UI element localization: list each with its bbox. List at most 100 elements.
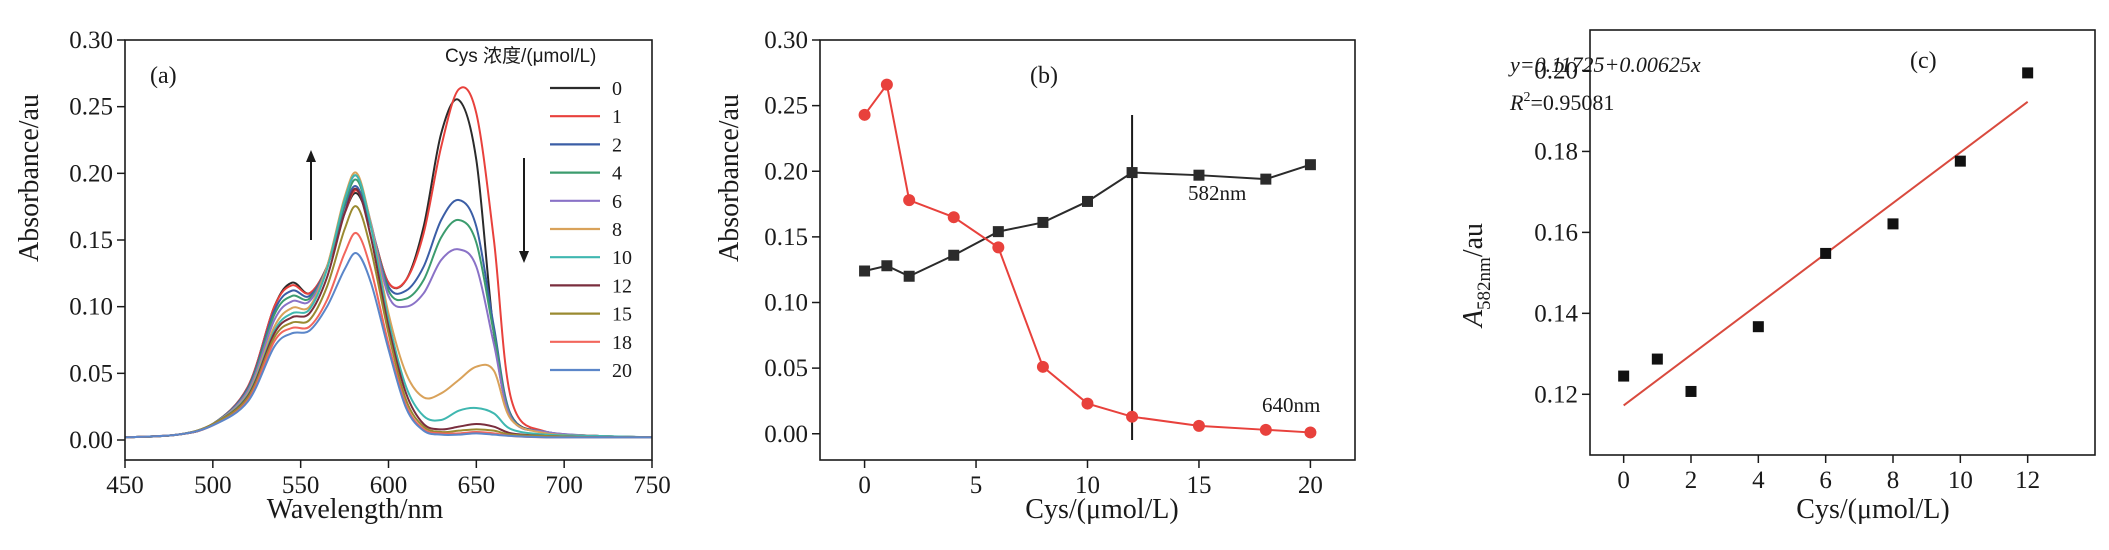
panel-a-frame [124, 39, 653, 461]
panel-b-axes: 0 5 10 15 20 0.00 0.05 0.10 0.15 0.20 0.25 0.30 [764, 27, 1356, 499]
panel-a-y-tick-label: 0.20 [69, 160, 113, 187]
panel-b-y-tick-label: 0.00 [764, 421, 808, 448]
data-point-582nm [1037, 216, 1049, 228]
data-point-640nm [1192, 419, 1205, 432]
data-point-640nm [992, 241, 1005, 254]
data-point-640nm [1126, 410, 1139, 423]
panel-a-y-tick-label: 0.10 [69, 294, 113, 321]
y-title-main: A [1458, 309, 1489, 329]
legend-label: 15 [612, 304, 632, 326]
data-point-582nm [859, 265, 871, 277]
legend-label: 8 [612, 219, 622, 241]
data-point [1887, 218, 1899, 230]
panel-a-x-tick-label: 550 [282, 472, 320, 499]
data-point-582nm [881, 260, 893, 272]
data-point-640nm [880, 78, 893, 91]
panel-c-y-tick-label: 0.20 [1534, 57, 1578, 84]
data-point-640nm [1081, 397, 1094, 410]
panel-c-y-tick-label: 0.16 [1534, 219, 1578, 246]
panel-b-y-tick-label: 0.15 [764, 224, 808, 251]
panel-c-y-tick-label: 0.14 [1534, 300, 1578, 327]
data-point-640nm [1304, 426, 1317, 439]
panel-a-x-tick-label: 700 [545, 472, 583, 499]
panel-c-x-axis-title: Cys/(μmol/L) [1796, 494, 1949, 525]
r2-superscript: 2 [1523, 90, 1530, 105]
y-title-suffix: /au [1458, 223, 1489, 257]
panel-a-axes: 450 500 550 600 650 700 750 0.00 0.05 0.10 0.15 0.2… [69, 27, 671, 499]
series-line-cys-0 [124, 98, 653, 439]
data-point-582nm [992, 226, 1004, 238]
data-point [1651, 353, 1663, 365]
panel-b-y-tick-label: 0.30 [764, 27, 808, 54]
data-point-582nm [1082, 195, 1093, 207]
panel-c-x-tick-label: 6 [1819, 467, 1832, 494]
panel-a-x-tick-label: 450 [106, 472, 144, 499]
legend-label: 10 [612, 247, 632, 269]
panel-b-x-tick-label: 5 [970, 472, 983, 499]
panel-a-y-tick-label: 0.25 [69, 94, 113, 121]
series-line-cys-1 [124, 86, 653, 439]
series-line-cys-4 [124, 178, 653, 439]
panel-b-y-tick-label: 0.25 [764, 93, 808, 120]
panel-a-label: (a) [150, 63, 177, 89]
fit-r-squared: R2=0.95081 [1509, 90, 1614, 115]
legend-title: Cys 浓度/(μmol/L) [445, 45, 596, 67]
legend-label: 1 [612, 106, 622, 128]
series-label-582nm: 582nm [1188, 181, 1246, 205]
panel-c-chart: 0 2 4 6 8 10 12 0.12 0.14 0.16 0.18 0.20 (c) Cys/(μ… [1458, 29, 2096, 525]
panel-c-axes: 0 2 4 6 8 10 12 0.12 0.14 0.16 0.18 0.20 [1534, 29, 2096, 494]
data-point-640nm [903, 194, 916, 207]
legend-label: 12 [612, 275, 632, 297]
data-point [1685, 385, 1697, 397]
legend-label: 2 [612, 134, 622, 156]
panel-a-x-tick-label: 500 [194, 472, 232, 499]
panel-a-down-arrow-head [519, 251, 529, 263]
panel-b-x-tick-label: 10 [1075, 472, 1100, 499]
panel-a-y-tick-label: 0.30 [69, 27, 113, 54]
panel-c-y-tick-label: 0.12 [1534, 381, 1578, 408]
panel-b-y-tick-label: 0.20 [764, 158, 808, 185]
panel-c-x-tick-label: 8 [1887, 467, 1900, 494]
data-point [1954, 155, 1966, 167]
panel-a-x-tick-label: 650 [458, 472, 496, 499]
series-line-cys-6 [124, 174, 653, 439]
panel-c-x-tick-label: 10 [1948, 467, 1973, 494]
panel-b-x-tick-label: 20 [1298, 472, 1323, 499]
y-title-sub: 582nm [1474, 257, 1495, 310]
panel-a-up-arrow-head [306, 150, 316, 162]
panel-a-chart: 450 500 550 600 650 700 750 0.00 0.05 0.10 0.15 0.2… [14, 27, 671, 525]
panel-c-y-axis-title: A582nm/au [1458, 223, 1495, 329]
panel-c-frame [1589, 29, 2096, 456]
data-point-640nm [858, 108, 871, 121]
panel-c-x-tick-label: 2 [1685, 467, 1698, 494]
panel-b-series [858, 78, 1317, 440]
series-line-640nm [863, 82, 1311, 434]
data-point-640nm [1036, 360, 1049, 373]
panel-b-label: (b) [1030, 63, 1058, 89]
panel-c-x-tick-label: 4 [1752, 467, 1765, 494]
panel-a-y-tick-label: 0.05 [69, 360, 113, 387]
panel-a-series-lines [124, 86, 653, 439]
panel-b-x-tick-label: 0 [858, 472, 871, 499]
data-point [1820, 247, 1832, 259]
panel-a-y-tick-label: 0.00 [69, 427, 113, 454]
fit-equation: y=0.11725+0.00625x [1508, 52, 1701, 77]
legend-label: 20 [612, 360, 632, 382]
panel-b-x-axis-title: Cys/(μmol/L) [1025, 494, 1178, 525]
series-label-640nm: 640nm [1262, 393, 1320, 417]
series-line-cys-8 [124, 171, 653, 439]
panel-b-y-axis-title: Absorbance/au [714, 94, 745, 262]
panel-b-y-tick-label: 0.10 [764, 290, 808, 317]
panel-a-y-tick-label: 0.15 [69, 227, 113, 254]
series-line-cys-10 [124, 174, 653, 439]
data-point-582nm [1126, 167, 1138, 179]
panel-b-y-tick-label: 0.05 [764, 355, 808, 382]
r2-symbol: R [1509, 90, 1524, 115]
panel-a-y-axis-title: Absorbance/au [14, 94, 45, 262]
panel-b-x-tick-label: 15 [1186, 472, 1211, 499]
legend-label: 6 [612, 191, 622, 213]
panel-a-x-axis-title: Wavelength/nm [267, 494, 444, 525]
legend-label: 18 [612, 332, 632, 354]
